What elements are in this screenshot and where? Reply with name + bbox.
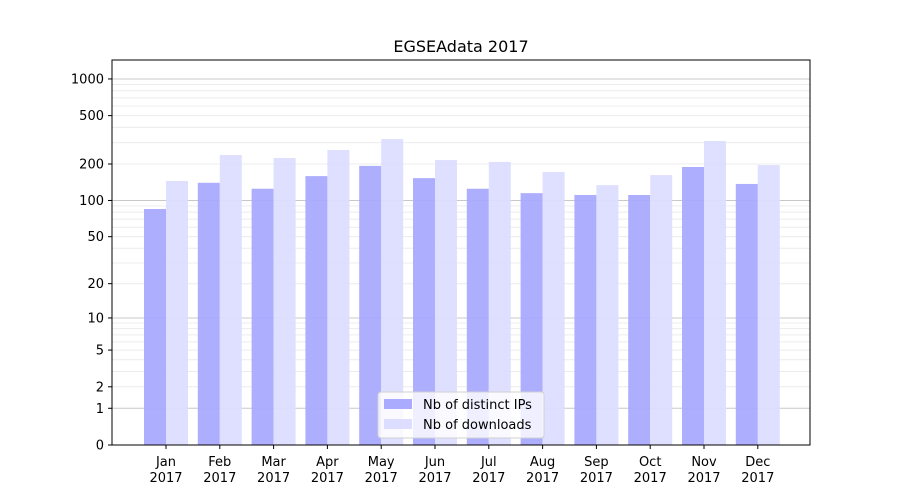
bar-distinct-ips-mar bbox=[251, 188, 274, 445]
bar-downloads-jan bbox=[166, 180, 188, 445]
bar-distinct-ips-jun bbox=[413, 178, 435, 445]
x-tick-label-month: Mar bbox=[261, 455, 286, 470]
bar-downloads-jun bbox=[435, 159, 457, 446]
x-tick-label-year: 2017 bbox=[741, 471, 774, 486]
bar-distinct-ips-feb bbox=[197, 182, 220, 445]
x-tick-label-year: 2017 bbox=[418, 471, 451, 486]
x-tick-label-month: Jan bbox=[155, 455, 176, 470]
bar-downloads-may bbox=[381, 139, 404, 446]
y-tick-label: 100 bbox=[79, 194, 104, 209]
x-tick-label-year: 2017 bbox=[472, 471, 505, 486]
bar-downloads-apr bbox=[327, 149, 350, 446]
bar-downloads-aug bbox=[542, 171, 565, 445]
x-tick-label-year: 2017 bbox=[526, 471, 559, 486]
y-tick-label: 50 bbox=[87, 230, 104, 245]
y-tick-label: 20 bbox=[87, 277, 104, 292]
bar-distinct-ips-aug bbox=[520, 193, 543, 445]
x-tick-label-month: Oct bbox=[639, 455, 661, 470]
bar-distinct-ips-dec bbox=[735, 183, 758, 445]
bar-downloads-feb bbox=[219, 155, 242, 445]
x-tick-label-month: May bbox=[368, 455, 395, 470]
y-tick-label: 10 bbox=[87, 311, 104, 326]
y-tick-label: 0 bbox=[96, 439, 104, 454]
legend-label: Nb of distinct IPs bbox=[423, 398, 532, 413]
bar-downloads-dec bbox=[757, 165, 780, 445]
x-tick-label-year: 2017 bbox=[149, 471, 182, 486]
bar-distinct-ips-may bbox=[359, 165, 382, 445]
x-tick-label-year: 2017 bbox=[634, 471, 667, 486]
x-tick-label-year: 2017 bbox=[580, 471, 613, 486]
x-tick-label-year: 2017 bbox=[257, 471, 290, 486]
y-tick-label: 200 bbox=[79, 158, 104, 173]
x-tick-label-month: Feb bbox=[208, 455, 231, 470]
x-tick-label-month: Aug bbox=[530, 455, 555, 470]
x-tick-label-year: 2017 bbox=[687, 471, 720, 486]
bar-distinct-ips-apr bbox=[305, 176, 328, 446]
bar-distinct-ips-sep bbox=[574, 194, 597, 445]
x-tick-label-month: Jul bbox=[480, 455, 497, 470]
y-tick-label: 1 bbox=[96, 402, 104, 417]
bar-downloads-oct bbox=[650, 175, 673, 446]
legend: Nb of distinct IPs Nb of downloads bbox=[377, 391, 545, 439]
x-tick-label-year: 2017 bbox=[203, 471, 236, 486]
legend-label: Nb of downloads bbox=[423, 418, 532, 433]
x-tick-label-month: Nov bbox=[691, 455, 717, 470]
x-tick-label-month: Sep bbox=[584, 455, 609, 470]
legend-box bbox=[377, 391, 545, 439]
x-tick-label-month: Apr bbox=[316, 455, 339, 470]
plot-frame bbox=[111, 59, 811, 446]
bar-downloads-nov bbox=[704, 141, 726, 445]
bar-distinct-ips-nov bbox=[682, 166, 704, 445]
bar-distinct-ips-jan bbox=[144, 208, 166, 445]
x-tick-label-month: Dec bbox=[745, 455, 770, 470]
y-tick-label: 2 bbox=[96, 380, 104, 395]
x-tick-label-year: 2017 bbox=[311, 471, 344, 486]
x-tick-label-month: Jun bbox=[424, 455, 445, 470]
x-tick-label-year: 2017 bbox=[365, 471, 398, 486]
y-tick-label: 500 bbox=[79, 109, 104, 124]
chart-title: EGSEAdata 2017 bbox=[393, 37, 528, 56]
bar-downloads-jul bbox=[488, 161, 511, 446]
bar-distinct-ips-oct bbox=[628, 194, 651, 445]
legend-swatch bbox=[384, 399, 412, 409]
bar-downloads-mar bbox=[273, 158, 296, 445]
legend-swatch bbox=[384, 419, 412, 429]
bar-distinct-ips-jul bbox=[466, 188, 489, 445]
y-tick-label: 5 bbox=[96, 344, 104, 359]
y-tick-label: 1000 bbox=[71, 72, 104, 87]
bar-downloads-sep bbox=[596, 185, 619, 445]
